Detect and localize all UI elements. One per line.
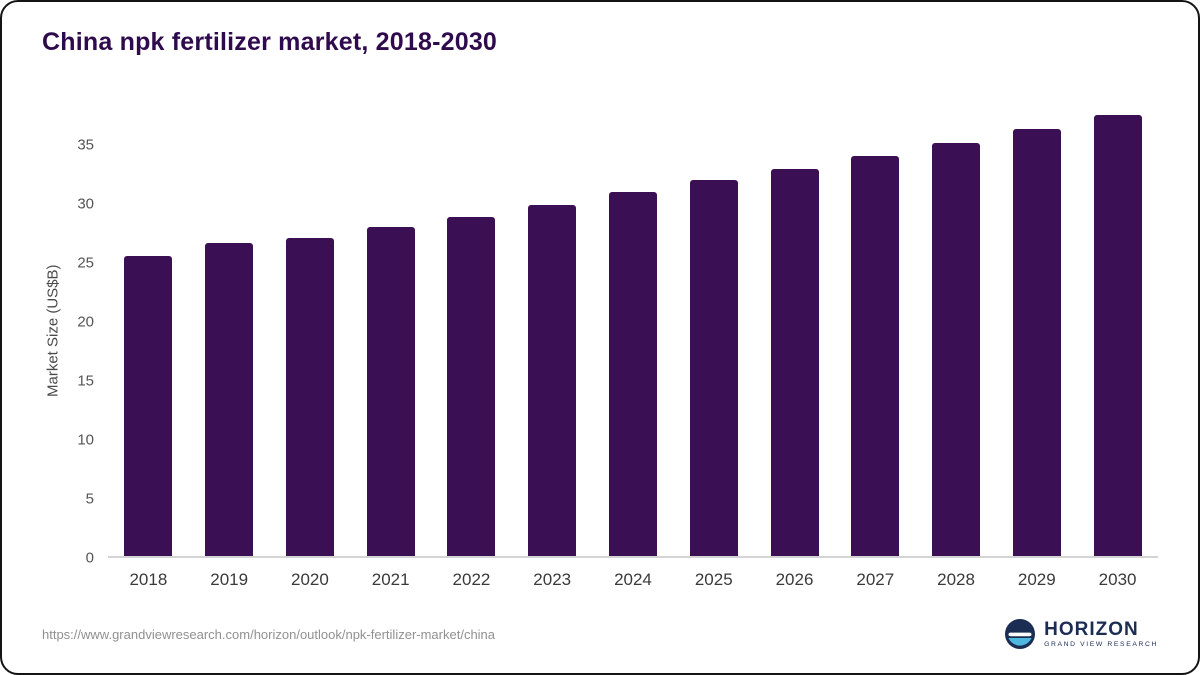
y-axis-tick-25: 25 [77, 254, 94, 272]
bar-2025 [689, 180, 738, 556]
horizon-logo-icon [1005, 619, 1036, 649]
bar-2019 [205, 242, 254, 556]
bar-2023 [528, 205, 577, 556]
plot-area [108, 103, 1158, 558]
x-axis-label-2023: 2023 [533, 570, 572, 589]
y-axis-title: Market Size (US$B) [44, 264, 62, 397]
x-axis-label-2021: 2021 [371, 570, 410, 589]
plot-column: 2018 2019 2020 2021 2022 2023 2024 2025 2026 2027… [108, 103, 1158, 590]
y-axis-tick-20: 20 [77, 313, 94, 331]
y-axis-tick-30: 30 [77, 195, 94, 213]
x-axis-label-2028: 2028 [937, 570, 975, 589]
x-axis-label-2018: 2018 [129, 570, 168, 589]
y-axis-tick-0: 0 [85, 549, 94, 567]
logo-subtitle: GRAND VIEW RESEARCH [1044, 640, 1158, 648]
bar-2022 [447, 216, 496, 556]
logo-name: HORIZON [1044, 618, 1139, 640]
y-axis-tick-10: 10 [77, 431, 94, 449]
x-axis-label-2019: 2019 [210, 570, 249, 589]
y-axis-ticks: 0 5 10 15 20 25 30 35 [64, 103, 100, 567]
bar-2018 [124, 255, 173, 556]
y-axis-tick-5: 5 [85, 490, 94, 508]
x-axis-label-2029: 2029 [1017, 570, 1056, 589]
bar-2026 [770, 168, 819, 556]
bar-2020 [285, 237, 334, 556]
x-axis-label-2026: 2026 [775, 570, 814, 589]
x-axis-label-2025: 2025 [694, 570, 733, 589]
x-axis-label-2030: 2030 [1098, 570, 1137, 589]
bar-chart: Market Size (US$B) 0 5 10 15 20 25 30 35 2018 20… [42, 103, 1158, 590]
x-axis-label-2020: 2020 [291, 570, 329, 589]
bar-2027 [851, 155, 900, 556]
bar-2021 [366, 227, 415, 556]
x-axis-label-2022: 2022 [452, 570, 491, 589]
source-url: https://www.grandviewresearch.com/horizo… [42, 626, 496, 642]
bar-2028 [932, 142, 981, 556]
x-axis-labels: 2018 2019 2020 2021 2022 2023 2024 2025 2026 2027… [108, 570, 1158, 590]
x-axis-label-2027: 2027 [856, 570, 895, 589]
y-axis-tick-35: 35 [77, 136, 94, 154]
horizon-logo: HORIZON GRAND VIEW RESEARCH [1004, 618, 1158, 650]
bar-2030 [1093, 114, 1142, 556]
chart-title: China npk fertilizer market, 2018-2030 [42, 28, 498, 56]
horizon-logo-text: HORIZON GRAND VIEW RESEARCH [1044, 620, 1158, 649]
y-axis-tick-15: 15 [77, 372, 94, 390]
x-axis-label-2024: 2024 [614, 570, 652, 589]
bar-2029 [1012, 128, 1061, 556]
footer: https://www.grandviewresearch.com/horizo… [42, 595, 1158, 673]
bar-2024 [608, 192, 657, 556]
